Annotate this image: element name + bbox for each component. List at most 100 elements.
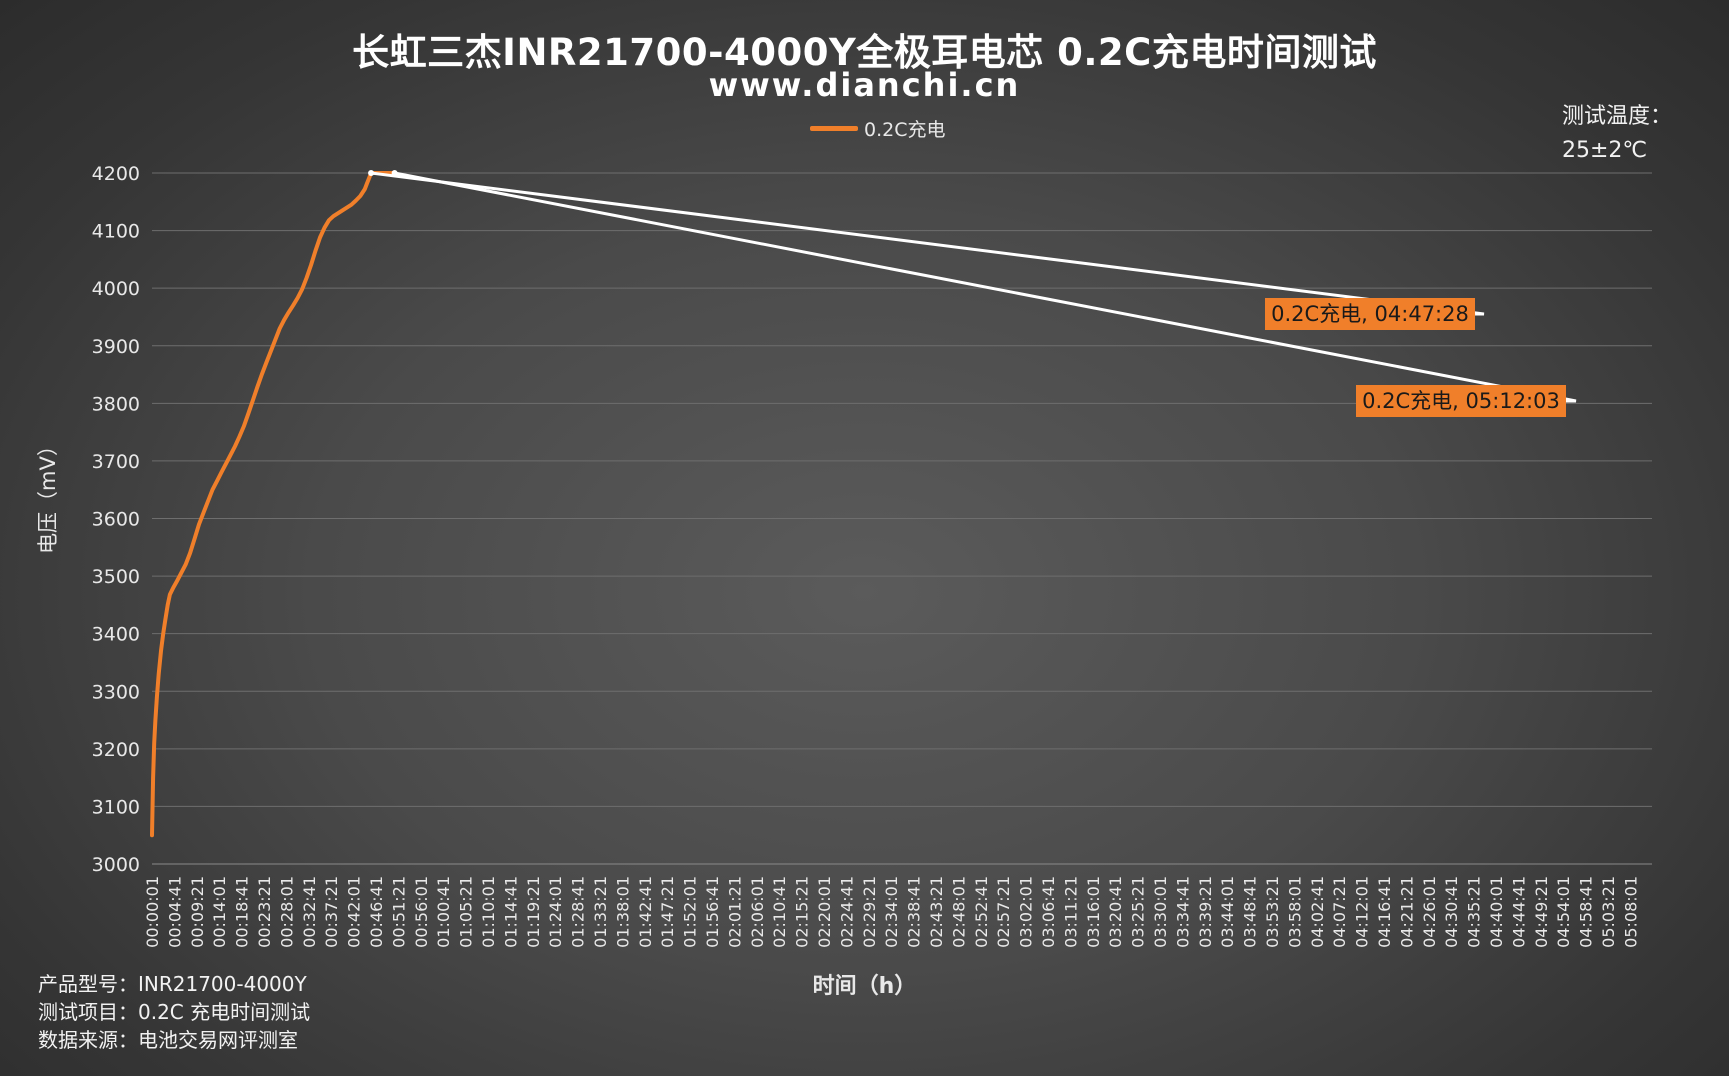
callout-label: 0.2C充电, 05:12:03 — [1362, 389, 1560, 413]
x-tick-label: 05:08:01 — [1621, 876, 1640, 948]
test-temperature-note: 测试温度： 25±2℃ — [1562, 100, 1672, 168]
callout-leader-line — [370, 171, 1485, 316]
y-tick-label: 3600 — [92, 509, 140, 531]
callout-leader-line — [394, 171, 1577, 403]
y-tick-label: 3700 — [92, 451, 140, 473]
y-tick-label: 4000 — [92, 278, 140, 300]
x-tick-label: 02:15:21 — [793, 876, 812, 948]
x-tick-label: 04:54:01 — [1554, 876, 1573, 948]
x-tick-label: 01:10:01 — [479, 876, 498, 948]
x-tick-label: 01:42:41 — [636, 876, 655, 948]
y-tick-label: 4100 — [92, 221, 140, 243]
x-tick-label: 03:34:41 — [1173, 876, 1192, 948]
x-tick-label: 04:35:21 — [1465, 876, 1484, 948]
x-tick-label: 01:05:21 — [457, 876, 476, 948]
y-tick-label: 3900 — [92, 336, 140, 358]
x-tick-label: 03:11:21 — [1061, 876, 1080, 948]
x-tick-label: 00:00:01 — [143, 876, 162, 948]
x-tick-label: 01:33:21 — [591, 876, 610, 948]
x-tick-label: 00:18:41 — [233, 876, 252, 948]
x-tick-label: 00:32:41 — [300, 876, 319, 948]
x-tick-label: 00:14:01 — [210, 876, 229, 948]
y-tick-label: 3200 — [92, 739, 140, 761]
x-tick-label: 03:39:21 — [1196, 876, 1215, 948]
y-tick-label: 3500 — [92, 566, 140, 588]
x-tick-label: 02:57:21 — [994, 876, 1013, 948]
x-tick-label: 03:44:01 — [1218, 876, 1237, 948]
x-tick-label: 04:58:41 — [1577, 876, 1596, 948]
x-tick-label: 04:07:21 — [1330, 876, 1349, 948]
x-tick-label: 03:25:21 — [1129, 876, 1148, 948]
x-tick-label: 04:02:41 — [1308, 876, 1327, 948]
x-tick-label: 04:40:01 — [1487, 876, 1506, 948]
x-tick-label: 02:20:01 — [815, 876, 834, 948]
y-tick-label: 4200 — [92, 163, 140, 185]
x-tick-label: 03:16:01 — [1084, 876, 1103, 948]
legend: 0.2C充电 — [810, 115, 945, 141]
x-tick-label: 02:29:21 — [860, 876, 879, 948]
y-tick-label: 3100 — [92, 796, 140, 818]
x-tick-label: 05:03:21 — [1599, 876, 1618, 948]
x-tick-label: 00:56:01 — [412, 876, 431, 948]
x-tick-label: 02:06:01 — [748, 876, 767, 948]
x-tick-label: 01:52:01 — [681, 876, 700, 948]
x-tick-label: 01:14:41 — [501, 876, 520, 948]
x-tick-label: 04:26:01 — [1420, 876, 1439, 948]
x-tick-label: 03:02:01 — [1017, 876, 1036, 948]
x-tick-label: 02:34:01 — [882, 876, 901, 948]
x-tick-label: 04:16:41 — [1375, 876, 1394, 948]
chart-subtitle: www.dianchi.cn — [708, 66, 1021, 104]
chart-title: 长虹三杰INR21700-4000Y全极耳电芯 0.2C充电时间测试 — [352, 31, 1377, 74]
x-tick-label: 03:20:41 — [1106, 876, 1125, 948]
x-tick-label: 02:52:41 — [972, 876, 991, 948]
y-tick-label: 3400 — [92, 624, 140, 646]
callout-box — [1265, 298, 1475, 330]
x-tick-label: 04:12:01 — [1353, 876, 1372, 948]
y-tick-label: 3000 — [92, 854, 140, 876]
x-tick-label: 02:24:41 — [837, 876, 856, 948]
x-tick-label: 04:21:21 — [1397, 876, 1416, 948]
x-tick-label: 01:24:01 — [546, 876, 565, 948]
x-tick-label: 01:19:21 — [524, 876, 543, 948]
x-tick-label: 01:47:21 — [658, 876, 677, 948]
x-tick-label: 00:42:01 — [345, 876, 364, 948]
x-tick-label: 03:53:21 — [1263, 876, 1282, 948]
footer-test-item: 测试项目：0.2C 充电时间测试 — [38, 1000, 311, 1024]
x-tick-label: 00:23:21 — [255, 876, 274, 948]
callout-label: 0.2C充电, 04:47:28 — [1271, 302, 1469, 326]
x-tick-label: 03:06:41 — [1039, 876, 1058, 948]
footer-data-source: 数据来源：电池交易网评测室 — [38, 1028, 298, 1052]
x-tick-label: 04:44:41 — [1509, 876, 1528, 948]
temperature-value: 25±2℃ — [1562, 138, 1648, 163]
x-tick-label: 01:00:41 — [434, 876, 453, 948]
x-tick-label: 01:28:41 — [569, 876, 588, 948]
x-tick-label: 04:30:41 — [1442, 876, 1461, 948]
x-tick-label: 00:51:21 — [389, 876, 408, 948]
legend-swatch-line — [810, 125, 858, 131]
x-tick-label: 00:04:41 — [165, 876, 184, 948]
series-line-0.2c-charge — [150, 171, 397, 838]
x-axis-label: 时间（h） — [812, 974, 917, 999]
footer-info: 产品型号：INR21700-4000Y 测试项目：0.2C 充电时间测试 数据来… — [38, 970, 310, 1054]
x-tick-label: 03:58:01 — [1285, 876, 1304, 948]
y-tick-label: 3300 — [92, 681, 140, 703]
y-tick-label: 3800 — [92, 393, 140, 415]
x-tick-label: 01:56:41 — [703, 876, 722, 948]
x-tick-label: 03:48:41 — [1241, 876, 1260, 948]
legend-label: 0.2C充电 — [864, 118, 946, 141]
footer-product-model: 产品型号：INR21700-4000Y — [38, 972, 307, 996]
x-tick-label: 00:46:41 — [367, 876, 386, 948]
x-tick-label: 00:09:21 — [188, 876, 207, 948]
callout-marker — [368, 170, 375, 176]
x-tick-label: 02:10:41 — [770, 876, 789, 948]
x-tick-label: 01:38:01 — [613, 876, 632, 948]
x-tick-label: 02:48:01 — [949, 876, 968, 948]
x-tick-label: 02:01:21 — [725, 876, 744, 948]
x-tick-label: 04:49:21 — [1532, 876, 1551, 948]
callout-marker — [391, 170, 398, 176]
x-tick-label: 02:38:41 — [905, 876, 924, 948]
x-tick-label: 02:43:21 — [927, 876, 946, 948]
x-tick-label: 00:37:21 — [322, 876, 341, 948]
x-tick-label: 00:28:01 — [277, 876, 296, 948]
